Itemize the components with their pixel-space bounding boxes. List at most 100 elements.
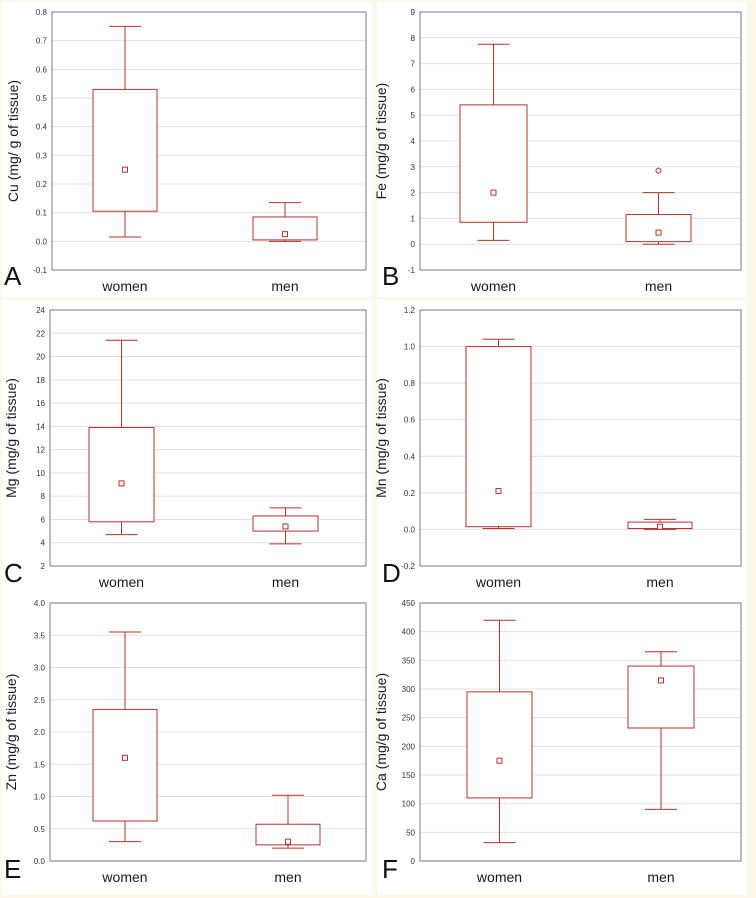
y-axis-title: Fe (mg/g of tissue): [373, 83, 389, 200]
plot-frame: [51, 11, 367, 271]
box-men: [252, 202, 318, 242]
box-men: [627, 651, 695, 810]
y-tick-label: 10: [36, 469, 45, 478]
y-tick-label: 6: [411, 85, 416, 94]
median-marker: [496, 757, 503, 764]
y-tick-label: 100: [402, 800, 416, 809]
interquartile-box: [625, 214, 692, 243]
y-axis-title: Mn (mg/g of tissue): [373, 378, 389, 498]
box-women: [88, 339, 155, 536]
median-marker: [282, 231, 288, 238]
x-category-label: men: [272, 574, 299, 590]
box-women: [466, 619, 533, 844]
y-tick-label: 16: [36, 399, 45, 408]
y-tick-label: 0.6: [404, 416, 416, 425]
chart-panel-e: 0.0 0.5 1.0 1.5 2.0 2.5 3.0 3.5 4.0 Zn (mg/g of t…: [2, 595, 372, 895]
y-tick-label: 0.2: [36, 180, 48, 189]
y-tick-label: 0.0: [404, 525, 416, 534]
x-category-label: women: [475, 574, 521, 590]
y-tick-label: 8: [411, 34, 416, 43]
y-tick-label: 250: [402, 714, 416, 723]
y-axis-title: Ca (mg/g of tissue): [373, 673, 389, 791]
y-tick-label: 0.5: [36, 94, 48, 103]
panel-letter: D: [382, 558, 401, 588]
panel-letter: F: [382, 854, 398, 884]
median-marker: [490, 189, 497, 196]
y-tick-label: 22: [36, 329, 45, 338]
y-tick-label: 1: [411, 214, 416, 223]
median-marker: [655, 229, 662, 236]
y-tick-label: -1: [408, 266, 416, 275]
chart-panel-a: -0.1 0.0 0.1 0.2 0.3 0.4 0.5 0.6 0.7 0.8 Cu (mg/ g…: [2, 2, 372, 297]
y-tick-label: 8: [41, 492, 46, 501]
x-category-label: men: [274, 869, 301, 885]
panel-background: [2, 2, 372, 297]
x-category-label: women: [470, 278, 516, 294]
y-tick-label: 2.5: [34, 696, 46, 705]
plot-frame: [49, 309, 367, 567]
y-tick-label: 0.2: [404, 489, 416, 498]
interquartile-box: [466, 691, 533, 799]
y-tick-label: 150: [402, 771, 416, 780]
y-tick-label: -0.2: [401, 562, 415, 571]
y-tick-label: 450: [402, 599, 416, 608]
y-tick-label: 300: [402, 685, 416, 694]
y-tick-label: 20: [36, 353, 45, 362]
interquartile-box: [88, 427, 155, 523]
panel-background: [2, 300, 372, 595]
box-women: [92, 25, 158, 238]
interquartile-box: [92, 88, 158, 212]
y-tick-label: 5: [411, 111, 416, 120]
median-marker: [495, 488, 502, 495]
median-marker: [285, 838, 291, 845]
plot-frame: [49, 602, 367, 862]
median-marker: [658, 677, 664, 684]
interquartile-box: [627, 665, 695, 729]
y-tick-label: 0.0: [34, 857, 46, 866]
box-men: [252, 507, 319, 545]
panel-letter: E: [4, 854, 21, 884]
y-tick-label: 7: [411, 60, 416, 69]
median-marker: [657, 523, 663, 530]
y-axis-title: Mg (mg/g of tissue): [3, 378, 19, 498]
y-tick-label: 0.4: [36, 123, 48, 132]
interquartile-box: [465, 346, 532, 528]
y-tick-label: 0.1: [36, 209, 48, 218]
y-tick-label: 1.0: [404, 343, 416, 352]
y-tick-label: 1.2: [404, 306, 416, 315]
interquartile-box: [255, 823, 321, 846]
panel-background: [377, 595, 747, 895]
y-tick-label: 4.0: [34, 599, 46, 608]
y-tick-label: 0.8: [36, 8, 48, 17]
y-tick-label: 0.4: [404, 452, 416, 461]
panel-letter: B: [382, 261, 399, 291]
box-men: [627, 518, 693, 530]
y-tick-label: 3: [411, 163, 416, 172]
x-category-label: men: [647, 869, 674, 885]
interquartile-box: [252, 216, 318, 241]
y-tick-label: 12: [36, 446, 45, 455]
box-women: [92, 631, 158, 843]
y-tick-label: 1.5: [34, 760, 46, 769]
chart-panel-d: -0.2 0.0 0.2 0.4 0.6 0.8 1.0 1.2 Mn (mg/g of tis…: [373, 300, 747, 595]
median-marker: [282, 523, 289, 530]
interquartile-box: [92, 708, 158, 822]
chart-panel-f: 0 50 100 150 200 250 300 350 400 450 Ca (mg/g of t…: [373, 595, 747, 895]
y-tick-label: 18: [36, 376, 45, 385]
y-axis-title: Zn (mg/g of tissue): [3, 674, 19, 791]
y-tick-label: 0: [411, 240, 416, 249]
interquartile-box: [459, 104, 528, 223]
y-tick-label: 0: [411, 857, 416, 866]
y-tick-label: 24: [36, 306, 45, 315]
outlier-marker: [655, 167, 662, 174]
y-tick-label: 2: [411, 189, 416, 198]
y-tick-label: 0.7: [36, 37, 48, 46]
x-category-label: women: [476, 869, 522, 885]
box-women: [459, 43, 528, 241]
y-tick-label: 3.5: [34, 631, 46, 640]
y-axis-title: Cu (mg/ g of tissue): [5, 80, 21, 202]
y-tick-label: 50: [406, 828, 415, 837]
y-tick-label: 200: [402, 742, 416, 751]
